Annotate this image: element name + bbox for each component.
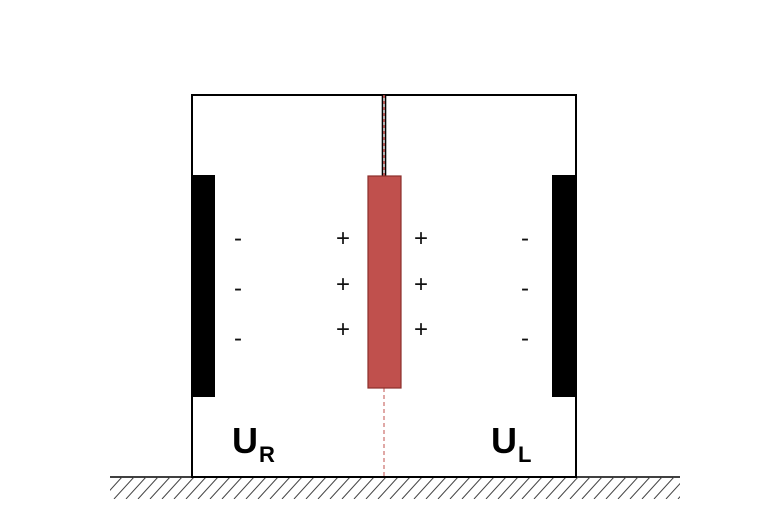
hatch-line (473, 477, 495, 499)
hatch-line (401, 477, 423, 499)
suspension-wire (381, 95, 387, 176)
right-plate (552, 175, 575, 397)
ground-hatching (110, 477, 680, 499)
hatch-line (149, 477, 171, 499)
hatch-line (653, 477, 675, 499)
hatch-line (677, 496, 680, 499)
right-plate-sign-3: - (521, 325, 529, 352)
hatch-line (221, 477, 243, 499)
hatch-line (329, 477, 351, 499)
hatch-line (197, 477, 219, 499)
hatch-line (557, 477, 579, 499)
hatch-line (125, 477, 147, 499)
central-electrode (367, 175, 402, 389)
hatch-line (161, 477, 183, 499)
hatch-line (293, 477, 315, 499)
hatch-line (233, 477, 255, 499)
hatch-line (497, 477, 519, 499)
hatch-line (389, 477, 411, 499)
hatch-line (173, 477, 195, 499)
hatch-line (341, 477, 363, 499)
label-u-r: U R (232, 420, 275, 467)
hatch-line (110, 477, 123, 491)
hatch-line (569, 477, 591, 499)
left-plate-sign-3: - (234, 325, 242, 352)
hatch-line (413, 477, 435, 499)
hatch-line (257, 477, 279, 499)
hatch-line (533, 477, 555, 499)
hatch-line (521, 477, 543, 499)
hatch-line (281, 477, 303, 499)
left-plate (192, 175, 215, 397)
label-u-r-sub: R (259, 442, 275, 467)
hatch-line (365, 477, 387, 499)
hatch-line (593, 477, 615, 499)
electrode-left-sign-2: + (336, 271, 350, 298)
right-plate-sign-1: - (521, 225, 529, 252)
electrode-left-sign-3: + (336, 316, 350, 343)
hatch-line (137, 477, 159, 499)
label-u-l-main: U (491, 420, 517, 461)
hatch-line (509, 477, 531, 499)
hatch-line (425, 477, 447, 499)
hatch-line (209, 477, 231, 499)
hatch-line (317, 477, 339, 499)
label-u-l-sub: L (518, 442, 531, 467)
hatch-line (353, 477, 375, 499)
hatch-line (449, 477, 471, 499)
hatch-line (461, 477, 483, 499)
hatch-line (113, 477, 135, 499)
hatch-line (269, 477, 291, 499)
hatch-line (617, 477, 639, 499)
hatch-line (305, 477, 327, 499)
hatch-line (377, 477, 399, 499)
hatch-line (641, 477, 663, 499)
hatch-line (245, 477, 267, 499)
right-plate-sign-2: - (521, 275, 529, 302)
hatch-line (545, 477, 567, 499)
hatch-line (665, 482, 680, 499)
electrode-right-sign-1: + (414, 225, 428, 252)
label-u-l: U L (491, 420, 531, 467)
left-plate-sign-1: - (234, 225, 242, 252)
left-plate-sign-2: - (234, 275, 242, 302)
hatch-line (581, 477, 603, 499)
label-u-r-main: U (232, 420, 258, 461)
hatch-line (605, 477, 627, 499)
electrode-right-sign-2: + (414, 271, 428, 298)
hatch-line (185, 477, 207, 499)
hatch-line (629, 477, 651, 499)
electrode-left-sign-1: + (336, 225, 350, 252)
hatch-line (110, 477, 111, 478)
electrode-right-sign-3: + (414, 316, 428, 343)
hatch-line (485, 477, 507, 499)
hatch-line (437, 477, 459, 499)
